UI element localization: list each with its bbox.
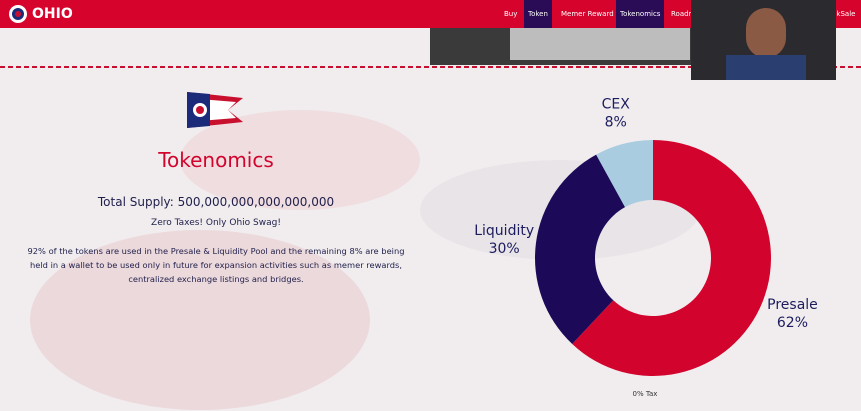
nav-link[interactable]: Tokenomics: [616, 0, 665, 28]
nav-link[interactable]: Roadm: [671, 10, 696, 18]
nav-link[interactable]: Memer Reward: [561, 10, 614, 18]
footnote: 0% Tax: [633, 390, 658, 398]
image: [510, 28, 690, 60]
description: 92% of the tokens are used in the Presal…: [27, 246, 405, 284]
donut-slice: [572, 140, 772, 377]
webcam-person: [726, 55, 806, 80]
map-shape: [180, 110, 420, 210]
total-supply: Total Supply: 500,000,000,000,000,000: [97, 195, 335, 209]
slice-label: CEX: [602, 97, 631, 113]
slice-label: Liquidity: [474, 223, 534, 239]
webcam-overlay: [691, 0, 836, 80]
donut-slice: [535, 154, 626, 345]
nav-link[interactable]: nkSale: [832, 10, 856, 18]
section-title: Tokenomics: [158, 148, 274, 172]
nav-link[interactable]: Buy: [504, 10, 518, 18]
logo-text[interactable]: OHIO: [32, 6, 73, 22]
tagline: Zero Taxes! Only Ohio Swag!: [151, 218, 281, 228]
donut-slice: [596, 140, 653, 208]
slice-value: 30%: [489, 241, 520, 257]
logo-icon: [9, 5, 27, 23]
slice-value: 62%: [777, 315, 808, 331]
webcam-person: [746, 8, 786, 58]
nav-link[interactable]: Token: [524, 0, 552, 28]
flag-icon: [187, 92, 243, 128]
slice-label: Presale: [767, 297, 818, 313]
map-shape: [30, 230, 370, 410]
slice-value: 8%: [605, 115, 627, 131]
